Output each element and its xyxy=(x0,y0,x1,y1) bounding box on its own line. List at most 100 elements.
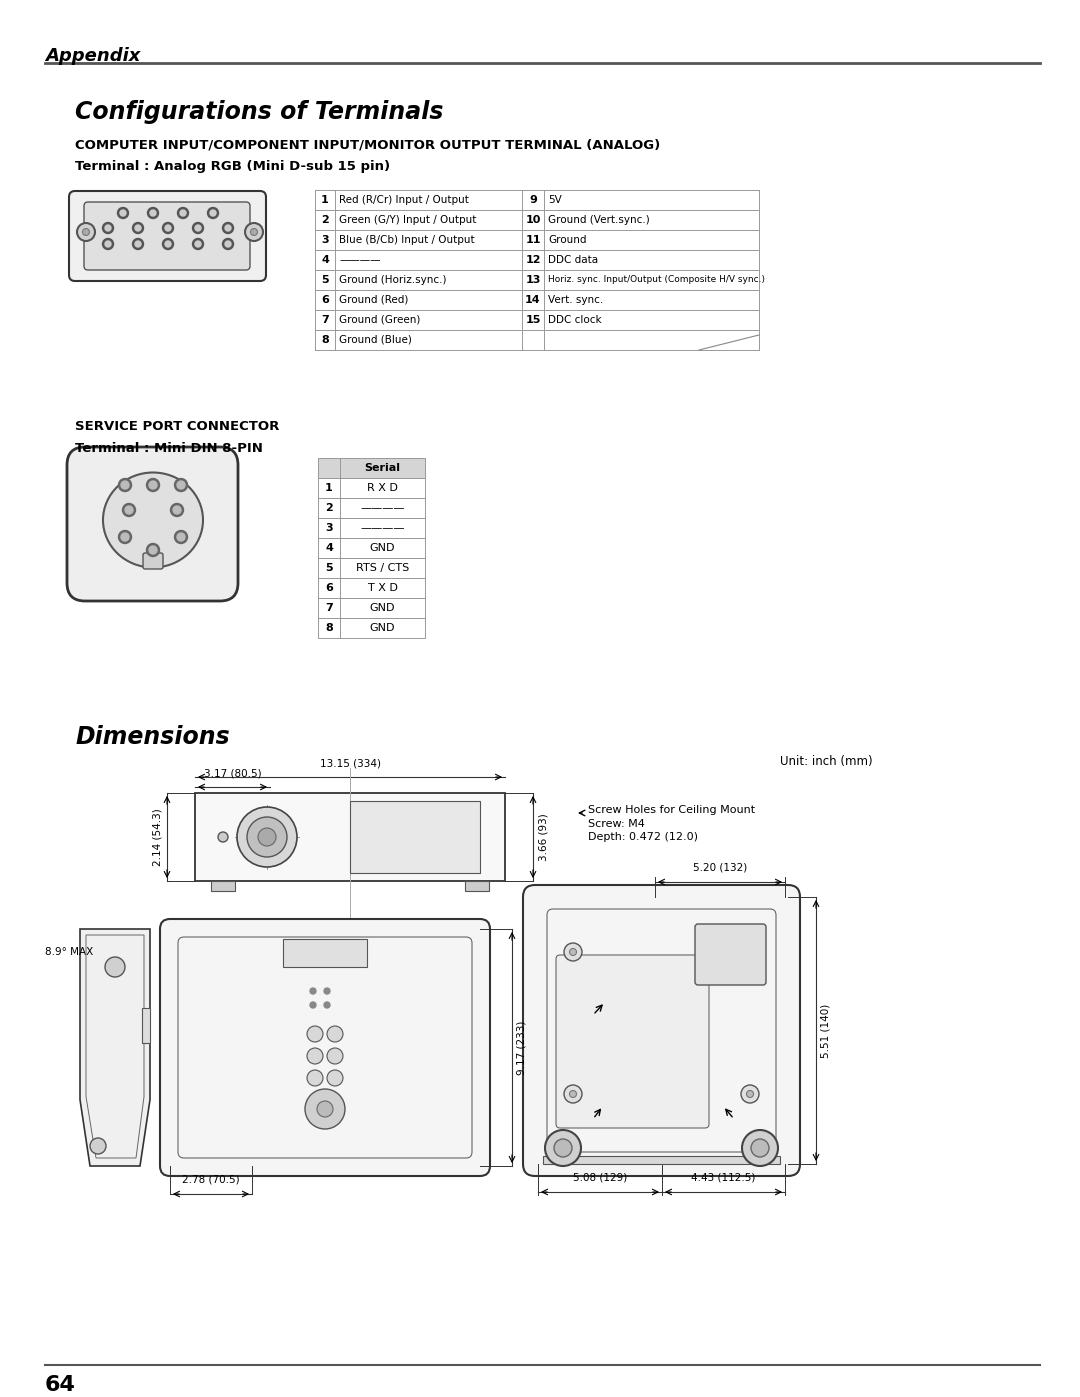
Text: Dimensions: Dimensions xyxy=(75,725,230,749)
Text: Ground (Blue): Ground (Blue) xyxy=(339,335,411,345)
Circle shape xyxy=(120,210,126,217)
Bar xyxy=(465,882,489,891)
Bar xyxy=(318,578,426,598)
Circle shape xyxy=(742,1130,778,1166)
Circle shape xyxy=(135,225,141,231)
Text: DDC data: DDC data xyxy=(548,256,598,265)
Text: Depth: 0.472 (12.0): Depth: 0.472 (12.0) xyxy=(588,833,698,842)
Circle shape xyxy=(77,224,95,242)
Text: 3.66 (93): 3.66 (93) xyxy=(538,813,548,861)
Text: 15: 15 xyxy=(525,314,541,326)
Circle shape xyxy=(237,807,297,868)
Text: ————: ———— xyxy=(361,522,405,534)
Circle shape xyxy=(177,208,189,218)
Text: GND: GND xyxy=(369,543,395,553)
Text: 5.20 (132): 5.20 (132) xyxy=(693,863,747,873)
Circle shape xyxy=(103,222,113,233)
Text: 5: 5 xyxy=(325,563,333,573)
Text: Configurations of Terminals: Configurations of Terminals xyxy=(75,101,444,124)
Circle shape xyxy=(119,479,132,492)
Circle shape xyxy=(554,1139,572,1157)
Circle shape xyxy=(245,224,264,242)
Text: 7: 7 xyxy=(321,314,329,326)
Text: 2.14 (54.3): 2.14 (54.3) xyxy=(152,807,162,866)
Circle shape xyxy=(148,208,159,218)
Text: GND: GND xyxy=(369,604,395,613)
Text: 3: 3 xyxy=(325,522,333,534)
Text: Ground (Horiz.sync.): Ground (Horiz.sync.) xyxy=(339,275,446,285)
Text: 5V: 5V xyxy=(548,196,562,205)
Text: 8.9° MAX: 8.9° MAX xyxy=(45,947,93,957)
Text: R X D: R X D xyxy=(367,483,397,493)
Circle shape xyxy=(105,242,111,247)
Circle shape xyxy=(147,543,160,556)
Circle shape xyxy=(222,222,233,233)
Text: Appendix: Appendix xyxy=(45,47,140,66)
Circle shape xyxy=(751,1139,769,1157)
Circle shape xyxy=(327,1048,343,1065)
Text: Vert. sync.: Vert. sync. xyxy=(548,295,604,305)
Text: Horiz. sync. Input/Output (Composite H/V sync.): Horiz. sync. Input/Output (Composite H/V… xyxy=(548,275,765,285)
FancyBboxPatch shape xyxy=(160,919,490,1176)
Text: 6: 6 xyxy=(321,295,329,305)
Text: 13: 13 xyxy=(525,275,541,285)
FancyBboxPatch shape xyxy=(523,886,800,1176)
Text: COMPUTER INPUT/COMPONENT INPUT/MONITOR OUTPUT TERMINAL (ANALOG): COMPUTER INPUT/COMPONENT INPUT/MONITOR O… xyxy=(75,138,660,151)
Circle shape xyxy=(177,534,185,541)
Circle shape xyxy=(121,481,129,489)
Circle shape xyxy=(195,225,201,231)
Circle shape xyxy=(564,943,582,961)
Circle shape xyxy=(133,239,144,250)
Circle shape xyxy=(225,242,231,247)
Text: 1: 1 xyxy=(321,196,329,205)
Text: Ground: Ground xyxy=(548,235,586,244)
Ellipse shape xyxy=(103,472,203,567)
Text: 7: 7 xyxy=(325,604,333,613)
Text: RTS / CTS: RTS / CTS xyxy=(356,563,409,573)
Circle shape xyxy=(133,222,144,233)
Circle shape xyxy=(327,1070,343,1085)
Circle shape xyxy=(82,229,90,236)
Text: 5.51 (140): 5.51 (140) xyxy=(821,1003,831,1058)
Circle shape xyxy=(149,481,157,489)
Text: 9: 9 xyxy=(529,196,537,205)
Text: 8: 8 xyxy=(321,335,329,345)
Bar xyxy=(211,882,235,891)
Bar xyxy=(141,1009,150,1044)
Circle shape xyxy=(324,1002,330,1009)
Text: Terminal : Mini DIN 8-PIN: Terminal : Mini DIN 8-PIN xyxy=(75,441,262,455)
Bar xyxy=(195,793,505,882)
Circle shape xyxy=(307,1048,323,1065)
Text: Terminal : Analog RGB (Mini D-sub 15 pin): Terminal : Analog RGB (Mini D-sub 15 pin… xyxy=(75,161,390,173)
Circle shape xyxy=(173,506,181,514)
Circle shape xyxy=(225,225,231,231)
Circle shape xyxy=(135,242,141,247)
Bar xyxy=(318,518,426,538)
Circle shape xyxy=(307,1025,323,1042)
Circle shape xyxy=(310,988,316,995)
Bar xyxy=(318,538,426,557)
FancyBboxPatch shape xyxy=(69,191,266,281)
Text: 5: 5 xyxy=(321,275,328,285)
Text: 14: 14 xyxy=(525,295,541,305)
Polygon shape xyxy=(80,929,150,1166)
Text: GND: GND xyxy=(369,623,395,633)
Bar xyxy=(543,1155,780,1164)
Text: 10: 10 xyxy=(525,215,541,225)
Circle shape xyxy=(564,1085,582,1104)
Text: Red (R/Cr) Input / Output: Red (R/Cr) Input / Output xyxy=(339,196,469,205)
Circle shape xyxy=(171,503,184,517)
Text: DDC clock: DDC clock xyxy=(548,314,602,326)
Bar xyxy=(318,598,426,617)
Circle shape xyxy=(741,1085,759,1104)
Text: 2.78 (70.5): 2.78 (70.5) xyxy=(183,1175,240,1185)
Text: Ground (Green): Ground (Green) xyxy=(339,314,420,326)
Text: Screw Holes for Ceiling Mount: Screw Holes for Ceiling Mount xyxy=(588,805,755,814)
Circle shape xyxy=(310,1002,316,1009)
Bar xyxy=(318,497,426,518)
Bar xyxy=(318,617,426,638)
Bar xyxy=(318,557,426,578)
Circle shape xyxy=(324,988,330,995)
Circle shape xyxy=(305,1090,345,1129)
Circle shape xyxy=(118,208,129,218)
